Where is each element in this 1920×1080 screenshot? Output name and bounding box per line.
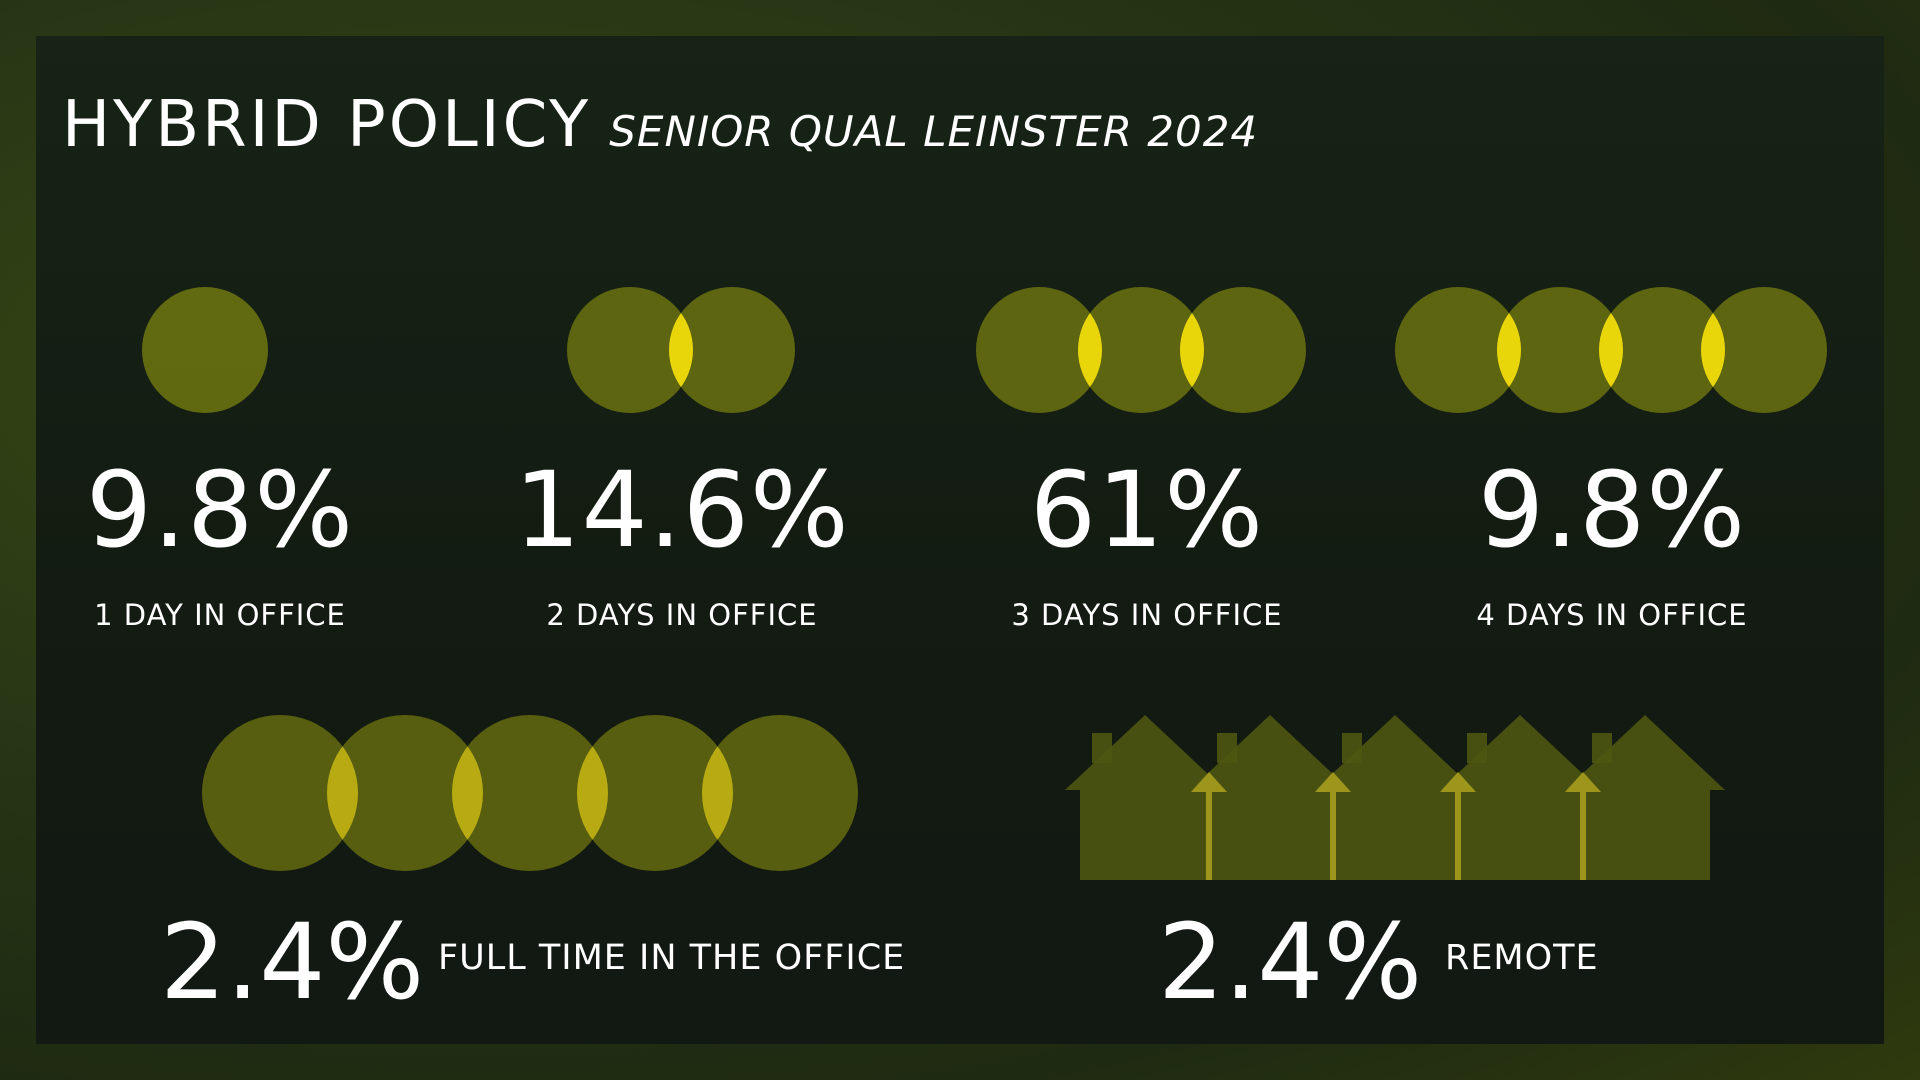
stat-two-days: 14.6% 2 DAYS IN OFFICE — [452, 458, 912, 632]
title-block: HYBRID POLICY SENIOR QUAL LEINSTER 2024 — [62, 88, 1258, 162]
stat-value: 9.8% — [1477, 449, 1747, 571]
stat-one-day: 9.8% 1 DAY IN OFFICE — [0, 458, 450, 632]
two-day-circles-icon — [567, 287, 795, 413]
one-day-circles-icon — [142, 287, 268, 413]
stat-value: 9.8% — [85, 449, 355, 571]
page-title: HYBRID POLICY — [62, 88, 592, 162]
house-arrows-icon — [1191, 772, 1601, 880]
three-day-circles-icon — [976, 287, 1306, 413]
remote-houses-icon — [1065, 715, 1725, 880]
stat-value: 61% — [1029, 449, 1265, 571]
page-subtitle: SENIOR QUAL LEINSTER 2024 — [609, 107, 1259, 156]
stat-label: 3 DAYS IN OFFICE — [1011, 598, 1283, 632]
remote-value: 2.4% — [1158, 901, 1423, 1023]
full-time-label: FULL TIME IN THE OFFICE — [438, 938, 906, 978]
stat-label: 2 DAYS IN OFFICE — [546, 598, 818, 632]
remote-label: REMOTE — [1445, 938, 1599, 978]
five-day-circles-icon — [202, 715, 858, 871]
four-day-circles-icon — [1395, 287, 1827, 413]
stat-label: 4 DAYS IN OFFICE — [1476, 598, 1748, 632]
stat-label: 1 DAY IN OFFICE — [94, 598, 346, 632]
stat-value: 14.6% — [514, 449, 850, 571]
full-time-value: 2.4% — [160, 901, 425, 1023]
stat-four-days: 9.8% 4 DAYS IN OFFICE — [1382, 458, 1842, 632]
stat-three-days: 61% 3 DAYS IN OFFICE — [917, 458, 1377, 632]
